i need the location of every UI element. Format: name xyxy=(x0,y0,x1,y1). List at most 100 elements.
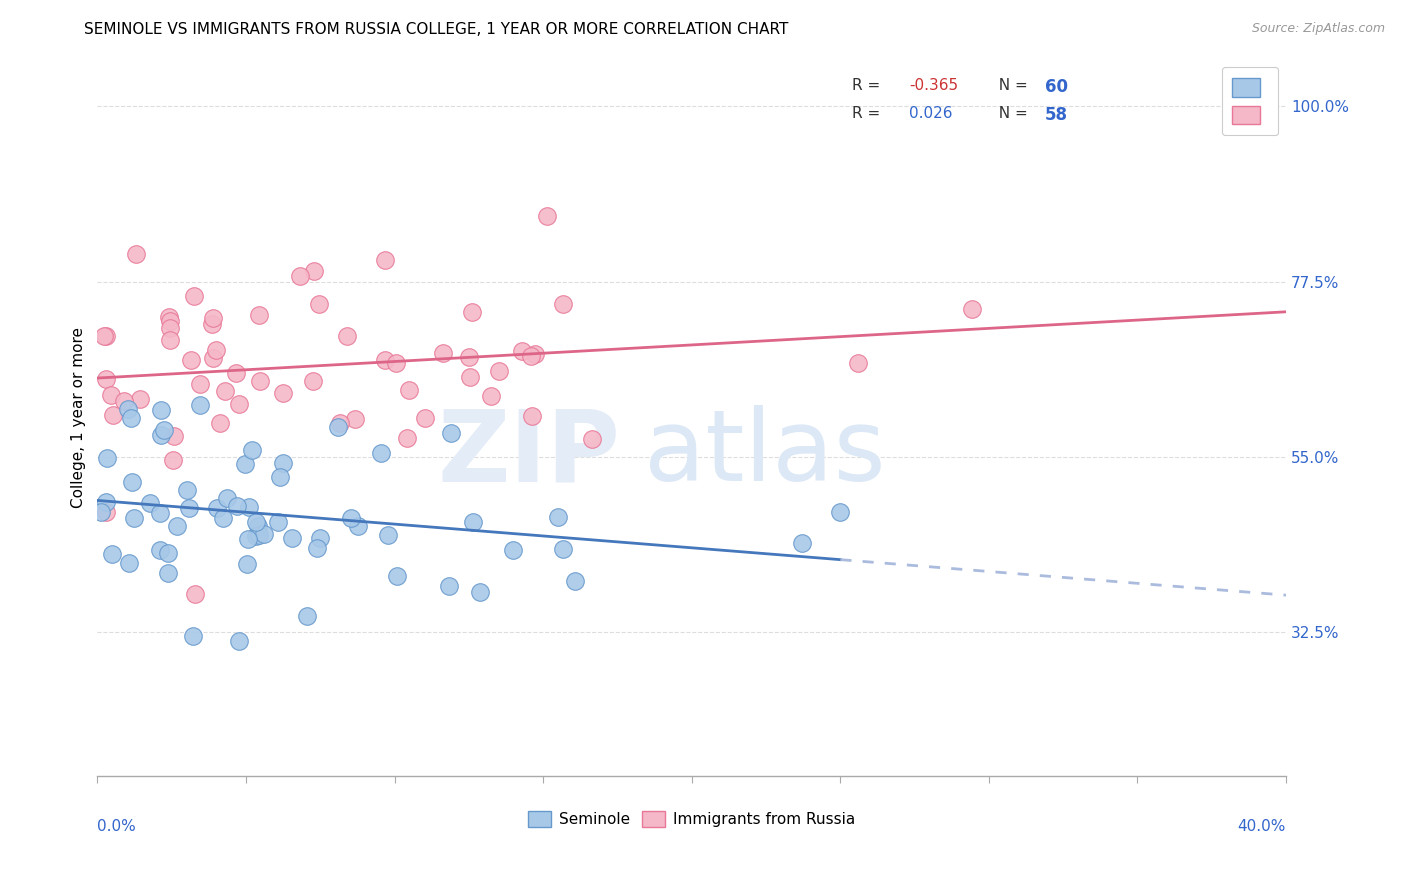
Point xyxy=(326,420,349,434)
Y-axis label: College, 1 year or more: College, 1 year or more xyxy=(72,327,86,508)
Point xyxy=(212,511,235,525)
Point xyxy=(249,374,271,388)
Point xyxy=(551,297,574,311)
Point xyxy=(96,494,118,508)
Point xyxy=(150,403,173,417)
Point xyxy=(226,500,249,514)
Point xyxy=(792,535,814,549)
Point xyxy=(159,321,181,335)
Point xyxy=(553,541,575,556)
Point xyxy=(208,416,231,430)
Point xyxy=(163,429,186,443)
Point xyxy=(307,541,329,555)
Point xyxy=(384,355,406,369)
Point xyxy=(461,304,484,318)
Point xyxy=(398,384,420,398)
Point xyxy=(830,506,852,520)
Text: 58: 58 xyxy=(1045,106,1067,124)
Point xyxy=(536,209,558,223)
Point xyxy=(522,409,544,423)
Point xyxy=(271,386,294,401)
Point xyxy=(242,442,264,457)
Text: 0.026: 0.026 xyxy=(910,106,953,121)
Point xyxy=(177,501,200,516)
Point xyxy=(228,397,250,411)
Point xyxy=(846,356,869,370)
Point xyxy=(374,352,396,367)
Point xyxy=(94,372,117,386)
Point xyxy=(236,532,259,546)
Point xyxy=(157,546,180,560)
Point xyxy=(153,423,176,437)
Point xyxy=(385,568,408,582)
Point xyxy=(184,587,207,601)
Point xyxy=(90,505,112,519)
Point xyxy=(281,531,304,545)
Point xyxy=(129,392,152,406)
Point xyxy=(202,351,225,365)
Text: 40.0%: 40.0% xyxy=(1237,819,1286,834)
Point xyxy=(343,411,366,425)
Point xyxy=(520,349,543,363)
Point xyxy=(523,347,546,361)
Point xyxy=(547,509,569,524)
Point xyxy=(157,566,180,581)
Point xyxy=(120,411,142,425)
Point xyxy=(205,500,228,515)
Point xyxy=(215,491,238,505)
Point xyxy=(183,289,205,303)
Point xyxy=(346,519,368,533)
Point xyxy=(432,346,454,360)
Point xyxy=(336,328,359,343)
Point xyxy=(440,425,463,440)
Text: -0.365: -0.365 xyxy=(910,78,959,93)
Text: Source: ZipAtlas.com: Source: ZipAtlas.com xyxy=(1251,22,1385,36)
Point xyxy=(488,364,510,378)
Point xyxy=(93,328,115,343)
Point xyxy=(247,308,270,322)
Point xyxy=(94,505,117,519)
Point xyxy=(202,311,225,326)
Point xyxy=(157,310,180,324)
Point xyxy=(176,483,198,498)
Point xyxy=(180,352,202,367)
Point xyxy=(96,451,118,466)
Point xyxy=(148,507,170,521)
Point xyxy=(117,401,139,416)
Point xyxy=(581,433,603,447)
Point xyxy=(101,409,124,423)
Point xyxy=(340,510,363,524)
Point xyxy=(413,410,436,425)
Point xyxy=(309,531,332,545)
Text: R =: R = xyxy=(852,78,886,93)
Point xyxy=(238,500,260,514)
Point xyxy=(253,526,276,541)
Point xyxy=(247,519,270,533)
Point xyxy=(100,388,122,402)
Point xyxy=(201,317,224,331)
Point xyxy=(183,629,205,643)
Point xyxy=(458,350,481,364)
Point xyxy=(139,496,162,510)
Point xyxy=(370,446,392,460)
Point xyxy=(190,377,212,392)
Point xyxy=(295,608,318,623)
Point xyxy=(502,542,524,557)
Point xyxy=(125,247,148,261)
Point xyxy=(101,547,124,561)
Text: atlas: atlas xyxy=(644,405,886,502)
Point xyxy=(374,253,396,268)
Point xyxy=(94,328,117,343)
Legend: Seminole, Immigrants from Russia: Seminole, Immigrants from Russia xyxy=(522,805,860,833)
Text: N =: N = xyxy=(988,78,1032,93)
Point xyxy=(149,542,172,557)
Text: N =: N = xyxy=(988,106,1032,121)
Point xyxy=(150,428,173,442)
Point xyxy=(288,268,311,283)
Point xyxy=(159,334,181,348)
Point xyxy=(468,584,491,599)
Point xyxy=(228,634,250,648)
Point xyxy=(233,457,256,471)
Point xyxy=(267,515,290,529)
Point xyxy=(395,431,418,445)
